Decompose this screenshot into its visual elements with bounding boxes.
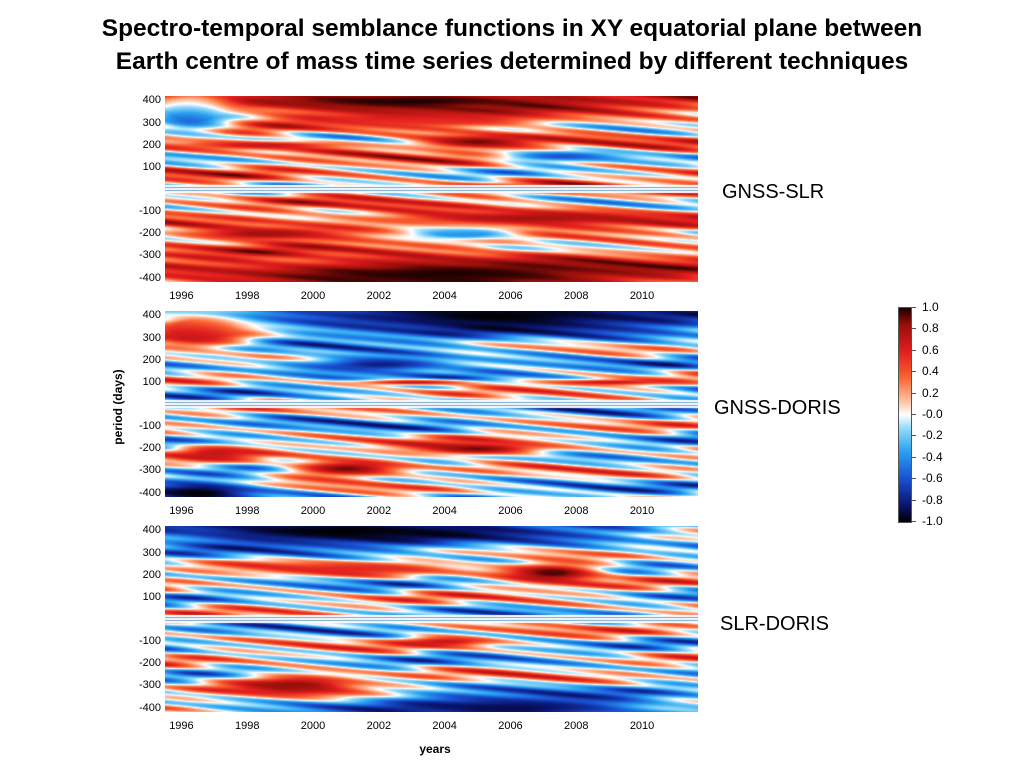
heatmap-canvas [165, 311, 698, 497]
heatmap-panel-gnss-slr [165, 96, 698, 282]
x-tick-label: 2002 [366, 505, 392, 517]
y-tick-label: 300 [142, 116, 161, 129]
x-tick-label: 2000 [300, 505, 326, 517]
colorbar-tick-label: 0.4 [922, 364, 939, 379]
y-tick-label: -300 [138, 679, 161, 692]
y-tick-label: -200 [138, 442, 161, 455]
panel-label-gnss-slr: GNSS-SLR [722, 181, 825, 203]
x-tick-label: 1996 [169, 505, 194, 517]
colorbar-tick-mark [912, 392, 916, 394]
x-tick-label: 2002 [366, 720, 392, 732]
panel-label-gnss-doris: GNSS-DORIS [714, 397, 841, 419]
x-tick-label: 2002 [366, 290, 392, 302]
x-tick-label: 2004 [432, 720, 457, 732]
x-tick-label: 2006 [498, 720, 523, 732]
colorbar-tick-label: 1.0 [922, 300, 939, 314]
colorbar-tick-mark [912, 307, 916, 308]
x-tick-label: 1998 [235, 720, 260, 732]
colorbar-tick-label: -0.0 [922, 407, 943, 421]
heatmap-canvas [165, 526, 698, 712]
y-tick-label: 400 [142, 524, 161, 537]
y-tick-label: -100 [138, 635, 161, 648]
colorbar-tick-label: 0.2 [922, 385, 939, 400]
colorbar-tick-mark [912, 371, 916, 373]
y-axis-label: period (days) [111, 369, 125, 445]
heatmap-panel-gnss-doris [165, 311, 698, 497]
x-tick-label: 1996 [169, 720, 194, 732]
x-tick-label: 2010 [629, 720, 655, 732]
chart-title: Spectro-temporal semblance functions in … [0, 12, 1024, 78]
y-tick-label: 300 [142, 331, 161, 344]
y-tick-label: 400 [142, 309, 161, 322]
x-tick-label: 2000 [300, 720, 326, 732]
y-tick-label: -100 [138, 205, 161, 218]
x-tick-label: 2004 [432, 290, 457, 302]
title-line-1: Spectro-temporal semblance functions in … [101, 15, 923, 42]
colorbar-tick-label: -0.6 [922, 471, 943, 486]
heatmap-canvas [165, 96, 698, 282]
y-tick-label: -400 [138, 486, 161, 499]
y-tick-label: 100 [142, 375, 161, 388]
x-tick-label: 1998 [235, 290, 260, 302]
y-tick-label: -200 [138, 657, 161, 670]
x-tick-label: 1996 [169, 290, 194, 302]
x-axis-label: years [419, 742, 451, 756]
colorbar-tick-mark [912, 414, 916, 415]
x-tick-label: 2000 [300, 290, 326, 302]
colorbar [898, 307, 912, 523]
x-tick-label: 1998 [235, 505, 260, 517]
colorbar-tick-label: -0.2 [922, 428, 943, 443]
colorbar-tick-mark [912, 456, 916, 458]
heatmap-panel-slr-doris [165, 526, 698, 712]
colorbar-tick-mark [912, 478, 916, 480]
colorbar-tick-mark [912, 328, 916, 330]
y-tick-label: 200 [142, 353, 161, 366]
colorbar-tick-label: -0.4 [922, 449, 943, 464]
x-tick-label: 2008 [564, 505, 589, 517]
x-tick-label: 2010 [629, 290, 655, 302]
y-tick-label: 100 [142, 160, 161, 173]
y-tick-label: -300 [138, 464, 161, 477]
colorbar-tick-label: 0.6 [922, 342, 939, 357]
x-tick-label: 2010 [629, 505, 655, 517]
x-tick-label: 2008 [564, 720, 589, 732]
colorbar-tick-mark [912, 499, 916, 501]
x-tick-label: 2008 [564, 290, 589, 302]
y-tick-label: -400 [138, 271, 161, 284]
y-tick-label: -200 [138, 227, 161, 240]
colorbar-tick-mark [912, 435, 916, 437]
colorbar-tick-mark [912, 349, 916, 351]
x-tick-label: 2006 [498, 505, 523, 517]
x-tick-label: 2004 [432, 505, 457, 517]
panel-label-slr-doris: SLR-DORIS [720, 613, 829, 635]
y-tick-label: -400 [138, 701, 161, 714]
colorbar-tick-label: 0.8 [922, 321, 939, 336]
y-tick-label: 100 [142, 590, 161, 603]
y-tick-label: -300 [138, 249, 161, 262]
colorbar-tick-mark [912, 521, 916, 522]
y-tick-label: -100 [138, 420, 161, 433]
title-line-2: Earth centre of mass time series determi… [115, 48, 909, 75]
y-tick-label: 300 [142, 546, 161, 559]
colorbar-tick-label: -1.0 [922, 514, 943, 528]
y-tick-label: 400 [142, 94, 161, 107]
y-tick-label: 200 [142, 138, 161, 151]
colorbar-tick-label: -0.8 [922, 492, 943, 507]
x-tick-label: 2006 [498, 290, 523, 302]
y-tick-label: 200 [142, 568, 161, 581]
